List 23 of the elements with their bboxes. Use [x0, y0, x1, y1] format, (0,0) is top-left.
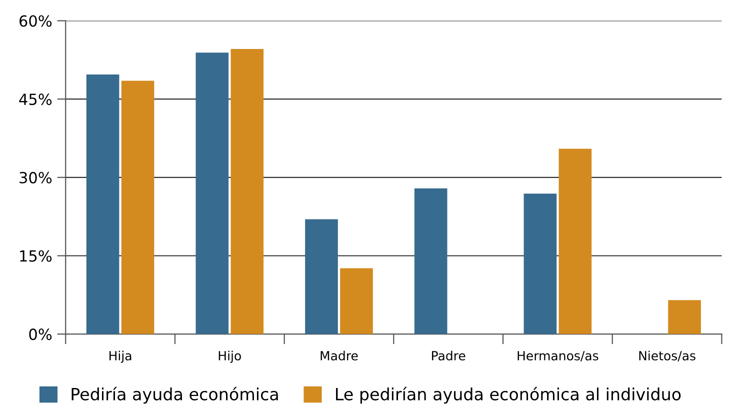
bar: [230, 48, 264, 334]
bar: [558, 148, 592, 334]
y-tick-label: 30%: [20, 172, 52, 184]
bar: [121, 80, 154, 334]
y-tick-label: 45%: [19, 94, 52, 106]
bar: [340, 268, 373, 334]
bar: [414, 188, 448, 334]
y-tick-label: 15%: [20, 250, 52, 262]
x-tick-label: Hijo: [218, 350, 241, 363]
x-tick-label: Hija: [110, 350, 132, 363]
legend-label: Pediría ayuda económica: [72, 386, 278, 404]
bar: [305, 219, 338, 334]
bar: [196, 52, 229, 334]
bar: [86, 74, 120, 334]
bar: [668, 300, 701, 334]
x-tick-label: Padre: [432, 350, 466, 360]
y-tick-label: 60%: [20, 15, 52, 27]
y-tick-label: 0%: [29, 328, 52, 340]
x-tick-label: Madre: [320, 350, 358, 360]
x-tick-label: Nietos/as: [639, 350, 696, 362]
bar: [524, 194, 557, 334]
x-tick-label: Hermanos/as: [518, 351, 598, 362]
legend-label: Le pedirían ayuda económica al individuo: [336, 386, 681, 404]
